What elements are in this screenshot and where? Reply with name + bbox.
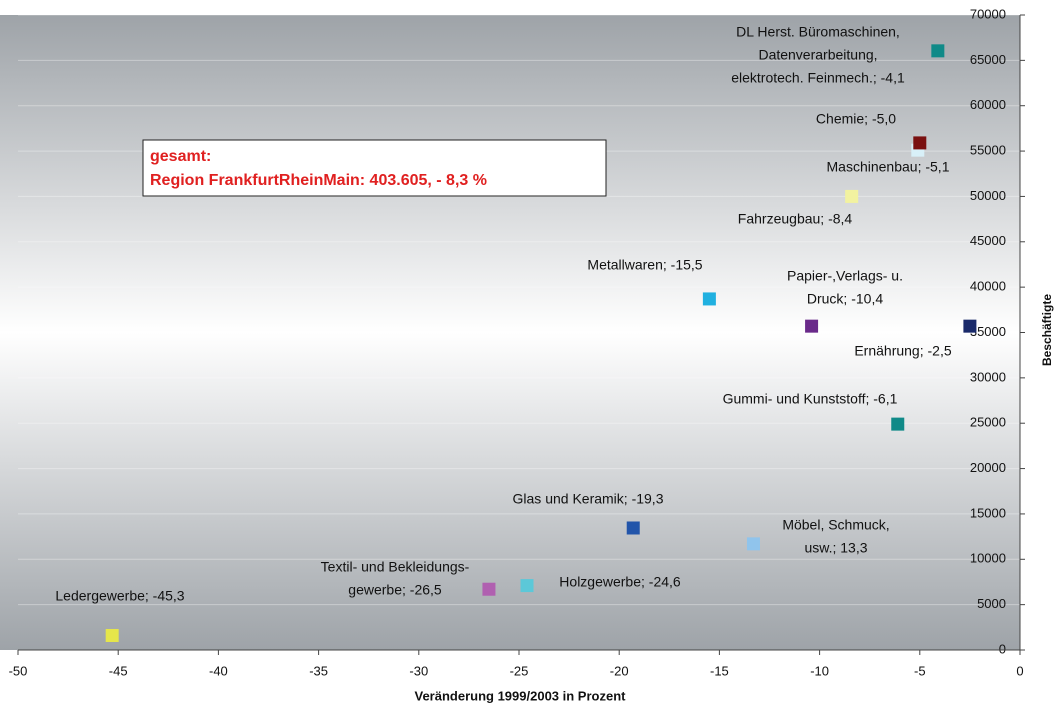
point [746,537,760,551]
point [845,189,859,203]
x-tick-label: -5 [914,663,926,678]
y-tick-label: 10000 [970,551,1006,566]
x-tick-label: -45 [109,663,128,678]
y-tick-label: 55000 [970,143,1006,158]
y-tick-label: 35000 [970,324,1006,339]
x-tick-label: -20 [610,663,629,678]
y-tick-label: 15000 [970,505,1006,520]
x-tick-label: -25 [510,663,529,678]
point-label: Glas und Keramik; -19,3 [513,491,664,507]
point-label: Papier-,Verlags- u. [787,268,903,284]
point [805,319,819,333]
point-label: Ledergewerbe; -45,3 [55,588,184,604]
point [963,319,977,333]
x-tick-label: -10 [810,663,829,678]
point-label: Möbel, Schmuck, [782,517,889,533]
x-tick-label: -40 [209,663,228,678]
y-tick-label: 50000 [970,188,1006,203]
point-label: Maschinenbau; -5,1 [827,159,950,175]
y-tick-label: 40000 [970,279,1006,294]
y-tick-label: 0 [999,641,1006,656]
plot-area [0,15,1020,650]
x-tick-label: -15 [710,663,729,678]
y-tick-label: 25000 [970,415,1006,430]
point-label: gewerbe; -26,5 [348,582,442,598]
y-tick-label: 45000 [970,233,1006,248]
point [931,44,945,58]
annotation-line: gesamt: [150,148,211,165]
annotation: gesamt: Region FrankfurtRheinMain: 403.6… [142,139,607,197]
point-label: Holzgewerbe; -24,6 [559,574,681,590]
y-axis-label: Beschäftigte [1040,294,1054,366]
y-tick-label: 5000 [977,596,1006,611]
y-tick-label: 70000 [970,6,1006,21]
point-label: Fahrzeugbau; -8,4 [738,211,853,227]
annotation-line: Region FrankfurtRheinMain: 403.605, - 8,… [150,172,487,189]
x-axis-label: Veränderung 1999/2003 in Prozent [415,688,627,703]
point-label: Gummi- und Kunststoff; -6,1 [723,391,898,407]
point-label: usw.; 13,3 [804,540,867,556]
point-label: DL Herst. Büromaschinen, [736,24,900,40]
y-tick-label: 60000 [970,97,1006,112]
x-tick-label: -50 [9,663,28,678]
y-tick-label: 65000 [970,52,1006,67]
point [702,292,716,306]
y-tick-label: 30000 [970,369,1006,384]
point-label: Textil- und Bekleidungs- [321,559,470,575]
point [482,582,496,596]
point-label: Druck; -10,4 [807,291,883,307]
x-tick-label: -30 [409,663,428,678]
x-tick-label: 0 [1016,663,1023,678]
x-tick-label: -35 [309,663,328,678]
point [105,628,119,642]
point [891,417,905,431]
point-label: Datenverarbeitung, [758,47,877,63]
point-label: Chemie; -5,0 [816,111,896,127]
point-label: Metallwaren; -15,5 [587,257,702,273]
point [520,579,534,593]
point-label: Ernährung; -2,5 [854,343,951,359]
y-tick-label: 20000 [970,460,1006,475]
point [913,136,927,150]
point-label: elektrotech. Feinmech.; -4,1 [731,70,905,86]
point [626,521,640,535]
